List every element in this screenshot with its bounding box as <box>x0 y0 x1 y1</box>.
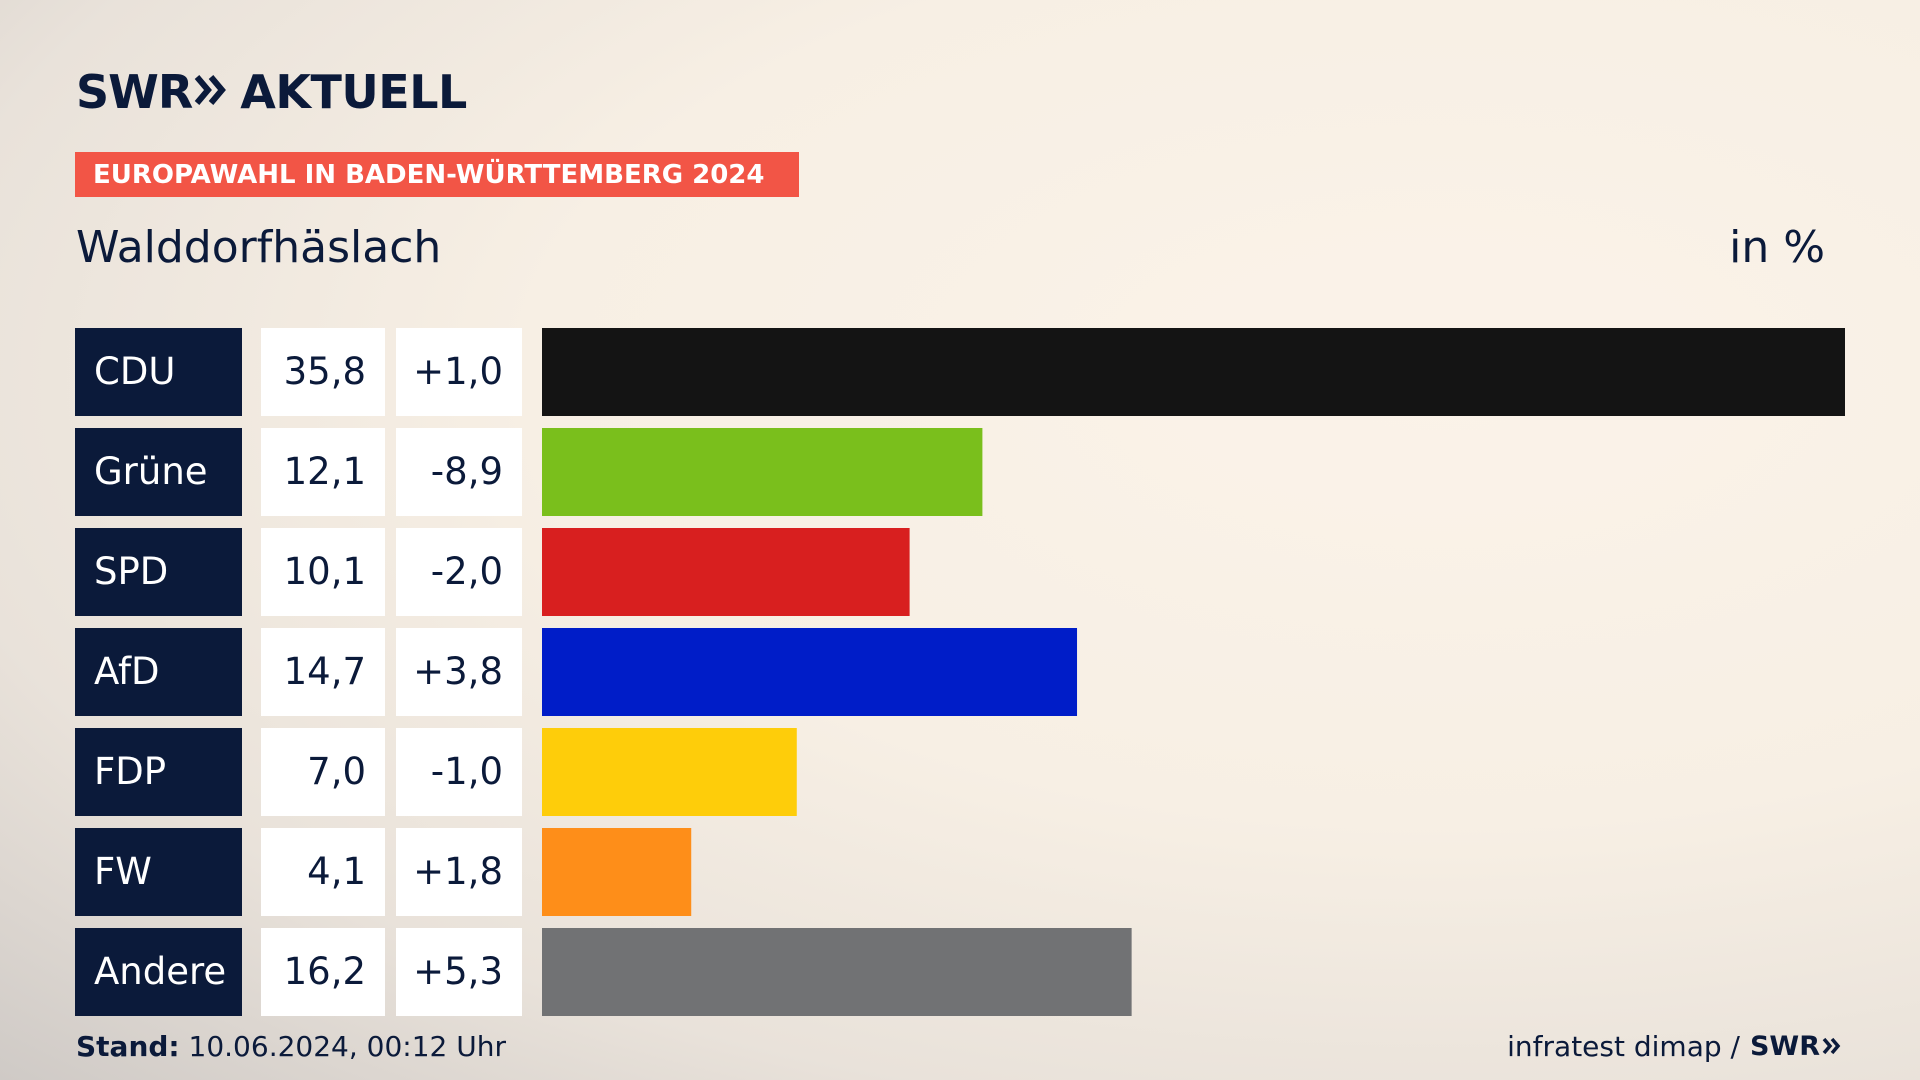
logo-brand: SWR <box>76 65 193 119</box>
change-label-box <box>396 928 522 1016</box>
bar-row-spd: SPD 10,1 -2,0 <box>75 528 910 616</box>
bar-row-fw: FW 4,1 +1,8 <box>75 828 692 916</box>
party-label-box <box>75 528 242 616</box>
change-label-box <box>396 328 522 416</box>
bar <box>542 528 910 616</box>
double-chevron-icon <box>194 73 228 111</box>
party-label: Andere <box>94 950 226 993</box>
change-label: -8,9 <box>431 450 503 493</box>
value-label: 16,2 <box>284 950 366 993</box>
source-text: infratest dimap / <box>1507 1030 1740 1063</box>
source-credit: infratest dimap / SWR <box>1507 1030 1842 1063</box>
change-label: -1,0 <box>431 750 503 793</box>
unit-label: in % <box>1729 222 1825 273</box>
party-label: FW <box>94 850 152 893</box>
value-label-box <box>261 628 385 716</box>
stand-value: 10.06.2024, 00:12 Uhr <box>188 1030 506 1063</box>
party-label-box <box>75 728 242 816</box>
change-label-box <box>396 428 522 516</box>
value-label: 4,1 <box>307 850 366 893</box>
bar <box>542 928 1132 1016</box>
value-label-box <box>261 828 385 916</box>
value-label-box <box>261 728 385 816</box>
page-title: Walddorfhäslach <box>76 222 442 273</box>
bar-row-grüne: Grüne 12,1 -8,9 <box>75 428 983 516</box>
timestamp: Stand: 10.06.2024, 00:12 Uhr <box>76 1030 506 1063</box>
party-label-box <box>75 628 242 716</box>
value-label-box <box>261 928 385 1016</box>
election-banner: EUROPAWAHL IN BADEN-WÜRTTEMBERG 2024 <box>75 152 799 197</box>
party-label-box <box>75 828 242 916</box>
party-label: FDP <box>94 750 166 793</box>
change-label-box <box>396 828 522 916</box>
party-label: AfD <box>94 650 160 693</box>
value-label: 7,0 <box>307 750 366 793</box>
change-label-box <box>396 528 522 616</box>
bar <box>542 628 1078 716</box>
value-label-box <box>261 528 385 616</box>
value-label-box <box>261 328 385 416</box>
party-label: CDU <box>94 350 175 393</box>
small-chevron-icon <box>1822 1030 1842 1063</box>
change-label: +1,8 <box>413 850 503 893</box>
change-label: +5,3 <box>413 950 503 993</box>
stand-label: Stand: <box>76 1030 180 1063</box>
swr-aktuell-logo: SWR AKTUELL <box>76 68 467 116</box>
change-label: -2,0 <box>431 550 503 593</box>
value-label: 10,1 <box>284 550 366 593</box>
bar <box>542 728 797 816</box>
change-label: +3,8 <box>413 650 503 693</box>
bar-row-cdu: CDU 35,8 +1,0 <box>75 328 1845 416</box>
party-label-box <box>75 328 242 416</box>
value-label: 12,1 <box>284 450 366 493</box>
bar-row-afd: AfD 14,7 +3,8 <box>75 628 1078 716</box>
value-label: 35,8 <box>284 350 366 393</box>
bar <box>542 428 983 516</box>
value-label: 14,7 <box>284 650 366 693</box>
change-label-box <box>396 728 522 816</box>
party-label: SPD <box>94 550 168 593</box>
party-label: Grüne <box>94 450 208 493</box>
change-label: +1,0 <box>413 350 503 393</box>
party-label-box <box>75 428 242 516</box>
value-label-box <box>261 428 385 516</box>
logo-suffix: AKTUELL <box>240 65 467 119</box>
source-brand: SWR <box>1749 1031 1820 1062</box>
bar-row-fdp: FDP 7,0 -1,0 <box>75 728 797 816</box>
bar <box>542 328 1845 416</box>
bar <box>542 828 692 916</box>
bar-row-andere: Andere 16,2 +5,3 <box>75 928 1132 1016</box>
party-label-box <box>75 928 242 1016</box>
change-label-box <box>396 628 522 716</box>
